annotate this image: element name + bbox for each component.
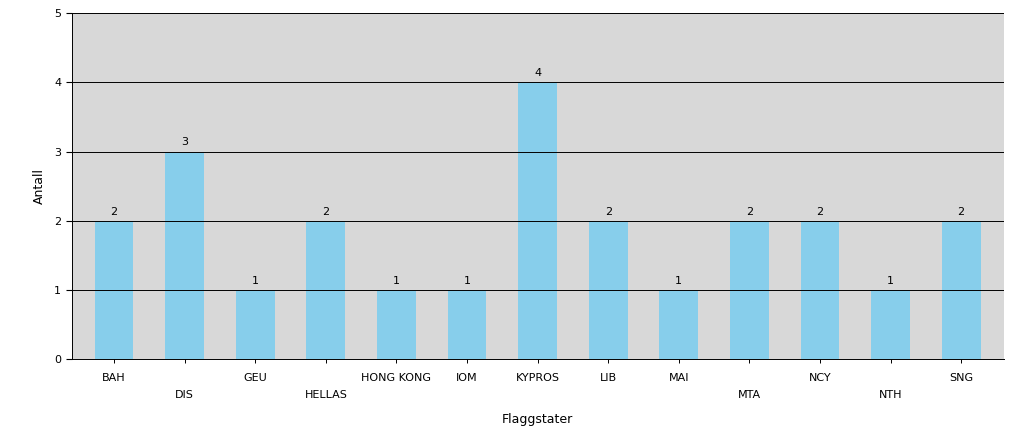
- Bar: [236, 290, 274, 359]
- Text: 1: 1: [464, 276, 470, 286]
- Text: NCY: NCY: [809, 373, 831, 383]
- Text: 1: 1: [252, 276, 259, 286]
- Text: 2: 2: [604, 207, 611, 217]
- Text: 4: 4: [535, 68, 541, 78]
- Text: HONG KONG: HONG KONG: [361, 373, 431, 383]
- Text: 2: 2: [323, 207, 330, 217]
- Bar: [942, 221, 981, 359]
- Text: KYPROS: KYPROS: [516, 373, 559, 383]
- Text: 2: 2: [816, 207, 823, 217]
- Bar: [518, 82, 557, 359]
- Text: 1: 1: [675, 276, 682, 286]
- Bar: [94, 221, 133, 359]
- Bar: [589, 221, 628, 359]
- Y-axis label: Antall: Antall: [33, 168, 46, 204]
- Text: BAH: BAH: [102, 373, 126, 383]
- Bar: [801, 221, 840, 359]
- Text: LIB: LIB: [600, 373, 616, 383]
- Bar: [730, 221, 769, 359]
- Text: 3: 3: [181, 138, 188, 148]
- Text: 1: 1: [887, 276, 894, 286]
- Text: MAI: MAI: [669, 373, 689, 383]
- Bar: [377, 290, 416, 359]
- Text: 2: 2: [957, 207, 965, 217]
- Text: 2: 2: [745, 207, 753, 217]
- Bar: [165, 152, 204, 359]
- Text: GEU: GEU: [244, 373, 267, 383]
- Text: MTA: MTA: [738, 390, 761, 400]
- Text: SNG: SNG: [949, 373, 973, 383]
- X-axis label: Flaggstater: Flaggstater: [502, 413, 573, 426]
- Bar: [306, 221, 345, 359]
- Text: IOM: IOM: [457, 373, 478, 383]
- Bar: [871, 290, 910, 359]
- Bar: [659, 290, 698, 359]
- Text: NTH: NTH: [879, 390, 902, 400]
- Text: DIS: DIS: [175, 390, 195, 400]
- Text: 1: 1: [393, 276, 400, 286]
- Text: 2: 2: [111, 207, 118, 217]
- Bar: [447, 290, 486, 359]
- Text: HELLAS: HELLAS: [304, 390, 347, 400]
